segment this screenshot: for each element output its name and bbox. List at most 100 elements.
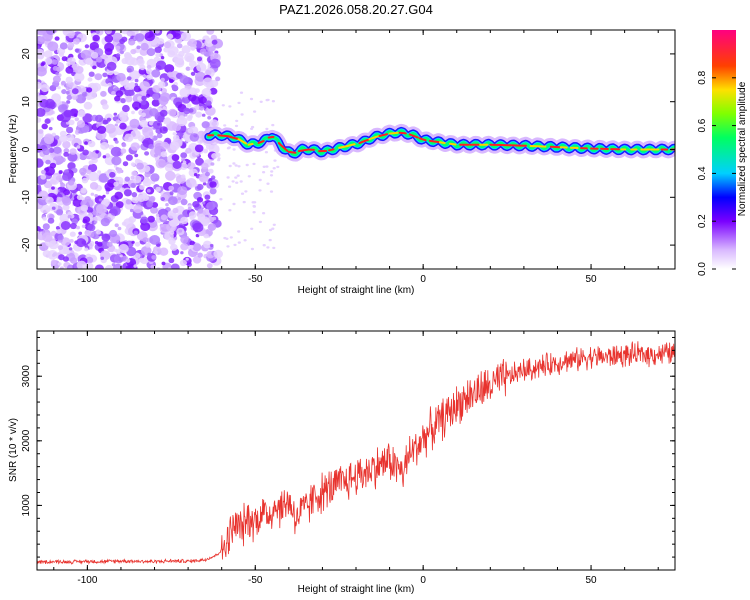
- noise-blob: [160, 151, 168, 158]
- noise-blob: [150, 173, 160, 182]
- noise-speck: [234, 176, 238, 179]
- noise-blob: [49, 162, 57, 169]
- noise-blob: [95, 150, 99, 154]
- noise-blob: [131, 196, 139, 204]
- noise-blob: [170, 263, 180, 269]
- noise-blob: [100, 217, 110, 227]
- noise-blob: [66, 95, 73, 101]
- noise-blob: [177, 186, 188, 196]
- noise-speck: [265, 127, 269, 131]
- noise-blob: [114, 140, 119, 144]
- noise-blob: [178, 229, 183, 233]
- noise-blob: [63, 151, 69, 157]
- noise-speck: [231, 180, 235, 183]
- spectrogram-xtick-label: 50: [585, 274, 597, 285]
- noise-blob: [128, 85, 134, 90]
- noise-speck: [252, 211, 256, 214]
- noise-blob: [192, 255, 202, 264]
- noise-blob: [57, 86, 61, 90]
- ridge-core: [227, 135, 239, 140]
- ridge-core: [338, 144, 350, 149]
- noise-blob: [209, 58, 221, 69]
- noise-blob: [209, 87, 218, 95]
- spectrogram-xtick-label: 0: [420, 274, 426, 285]
- noise-blob: [147, 252, 151, 256]
- noise-speck: [262, 165, 266, 168]
- noise-blob: [172, 132, 177, 136]
- noise-blob: [211, 175, 216, 180]
- noise-blob: [163, 47, 170, 53]
- noise-blob: [76, 260, 87, 269]
- noise-speck: [247, 175, 251, 178]
- noise-blob: [121, 221, 127, 226]
- noise-blob: [38, 190, 49, 200]
- snr-ytick-label: 3000: [21, 365, 32, 388]
- noise-blob: [92, 65, 97, 70]
- noise-blob: [44, 118, 51, 124]
- noise-blob: [192, 243, 202, 252]
- noise-blob: [132, 175, 142, 184]
- noise-blob: [52, 65, 59, 71]
- spectrogram-xtick-label: -50: [248, 274, 263, 285]
- noise-blob: [133, 264, 137, 268]
- noise-blob: [121, 36, 128, 42]
- noise-blob: [131, 192, 138, 198]
- noise-blob: [142, 127, 154, 138]
- noise-blob: [86, 87, 93, 93]
- noise-blob: [56, 157, 61, 162]
- noise-blob: [125, 95, 133, 103]
- noise-speck: [259, 100, 263, 104]
- noise-blob: [109, 171, 116, 178]
- snr-xtick-label: 50: [585, 575, 597, 586]
- noise-blob: [75, 66, 84, 74]
- noise-blob: [131, 240, 135, 244]
- noise-blob: [102, 72, 108, 78]
- noise-blob: [57, 245, 64, 251]
- noise-blob: [95, 114, 104, 123]
- noise-blob: [105, 191, 110, 195]
- spectrogram-content: [37, 30, 675, 269]
- noise-blob: [180, 236, 189, 244]
- noise-blob: [42, 232, 53, 242]
- snr-content: [37, 341, 675, 565]
- noise-blob: [47, 217, 55, 224]
- noise-blob: [195, 111, 203, 118]
- noise-blob: [60, 221, 71, 230]
- noise-speck: [232, 148, 236, 151]
- noise-blob: [81, 177, 89, 184]
- noise-blob: [60, 266, 64, 269]
- noise-blob: [187, 206, 192, 211]
- noise-speck: [250, 227, 254, 230]
- noise-blob: [133, 230, 139, 235]
- noise-blob: [95, 30, 100, 35]
- noise-blob: [215, 152, 221, 158]
- noise-blob: [66, 100, 71, 104]
- noise-blob: [168, 78, 174, 84]
- noise-blob: [37, 107, 46, 117]
- noise-blob: [97, 125, 107, 134]
- noise-blob: [130, 48, 137, 55]
- noise-blob: [181, 45, 191, 54]
- noise-blob: [153, 56, 160, 62]
- noise-speck: [252, 204, 256, 208]
- noise-blob: [47, 41, 59, 52]
- noise-speck: [262, 244, 266, 247]
- noise-blob: [199, 48, 207, 55]
- noise-speck: [219, 198, 223, 201]
- noise-blob: [69, 148, 77, 155]
- snr-panel: -100 -50 0 50 1000 2000 3000 Height of straigh…: [8, 330, 676, 595]
- noise-blob: [150, 206, 158, 214]
- noise-blob: [41, 61, 46, 66]
- noise-blob: [182, 160, 187, 165]
- noise-blob: [187, 38, 197, 47]
- noise-blob: [125, 258, 131, 263]
- noise-blob: [179, 259, 187, 267]
- noise-speck: [239, 180, 243, 183]
- noise-blob: [202, 77, 214, 88]
- noise-blob: [77, 110, 86, 118]
- noise-speck: [249, 97, 254, 101]
- noise-blob: [159, 109, 168, 117]
- noise-blob: [40, 84, 50, 93]
- noise-blob: [160, 77, 165, 82]
- noise-blob: [180, 216, 189, 225]
